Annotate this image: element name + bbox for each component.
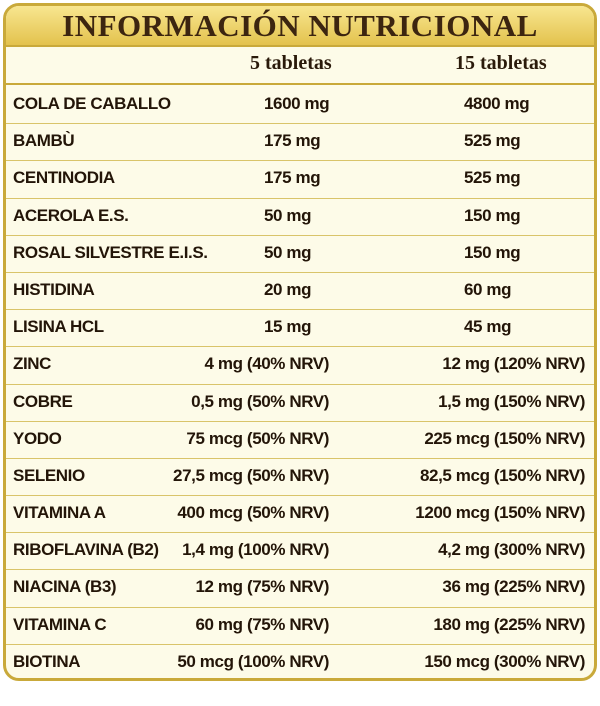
amount-5-tabletas: 50 mcg (100% NRV): [177, 651, 329, 671]
amount-15-tabletas: 180 mg (225% NRV): [433, 614, 585, 634]
nutrient-name: VITAMINA C: [13, 614, 107, 634]
table-row: SELENIO 27,5 mcg (50% NRV) 82,5 mcg (150% …: [6, 459, 594, 497]
table-title: INFORMACIÓN NUTRICIONAL: [62, 8, 538, 43]
table-row: VITAMINA C 60 mg (75% NRV) 180 mg (225% NR…: [6, 608, 594, 645]
amount-5-tabletas: 20 mg: [264, 279, 312, 299]
nutrient-name: CENTINODIA: [13, 168, 115, 188]
nutrient-name: HISTIDINA: [13, 279, 95, 299]
nutrient-name: COBRE: [13, 391, 73, 411]
table-row: ACEROLA E.S. 50 mg 150 mg: [6, 199, 594, 236]
nutrient-name: BIOTINA: [13, 651, 81, 671]
amount-15-tabletas: 1200 mcg (150% NRV): [415, 503, 585, 523]
table-row: CENTINODIA 175 mg 525 mg: [6, 161, 594, 199]
amount-15-tabletas: 1,5 mg (150% NRV): [438, 391, 585, 411]
table-row: BIOTINA 50 mcg (100% NRV) 150 mcg (300% NR…: [6, 645, 594, 678]
amount-5-tabletas: 75 mcg (50% NRV): [186, 428, 329, 448]
nutrient-name: YODO: [13, 428, 62, 448]
amount-15-tabletas: 82,5 mcg (150% NRV): [420, 465, 585, 485]
nutrient-name: VITAMINA A: [13, 503, 106, 523]
table-row: RIBOFLAVINA (B2) 1,4 mg (100% NRV) 4,2 mg …: [6, 533, 594, 571]
amount-15-tabletas: 4800 mg: [464, 94, 530, 113]
amount-15-tabletas: 36 mg (225% NRV): [442, 577, 585, 597]
amount-15-tabletas: 60 mg: [464, 279, 512, 299]
amount-15-tabletas: 525 mg: [464, 131, 521, 151]
amount-5-tabletas: 15 mg: [264, 317, 312, 337]
amount-5-tabletas: 175 mg: [264, 131, 321, 151]
table-row: COLA DE CABALLO 1600 mg 4800 mg: [6, 87, 594, 125]
column-header-row: 5 tabletas 15 tabletas: [6, 47, 594, 85]
nutrient-name: SELENIO: [13, 465, 85, 485]
amount-5-tabletas: 50 mg: [264, 205, 312, 225]
nutrient-name: ROSAL SILVESTRE E.I.S.: [13, 242, 208, 262]
amount-15-tabletas: 225 mcg (150% NRV): [424, 428, 585, 448]
nutrient-name: ACEROLA E.S.: [13, 205, 129, 225]
amount-15-tabletas: 45 mg: [464, 317, 512, 337]
table-row: YODO 75 mcg (50% NRV) 225 mcg (150% NRV): [6, 422, 594, 459]
amount-5-tabletas: 12 mg (75% NRV): [195, 577, 329, 597]
amount-5-tabletas: 400 mcg (50% NRV): [177, 503, 329, 523]
table-row: LISINA HCL 15 mg 45 mg: [6, 310, 594, 348]
table-row: ZINC 4 mg (40% NRV) 12 mg (120% NRV): [6, 347, 594, 385]
nutrient-name: BAMBÙ: [13, 131, 75, 151]
nutrient-name: RIBOFLAVINA (B2): [13, 540, 159, 560]
nutrient-name: COLA DE CABALLO: [13, 94, 171, 113]
amount-5-tabletas: 1600 mg: [264, 94, 330, 113]
amount-5-tabletas: 1,4 mg (100% NRV): [182, 540, 329, 560]
amount-15-tabletas: 150 mg: [464, 205, 521, 225]
nutrient-rows: COLA DE CABALLO 1600 mg 4800 mg BAMBÙ 175 mg…: [6, 87, 594, 678]
amount-15-tabletas: 525 mg: [464, 168, 521, 188]
amount-5-tabletas: 27,5 mcg (50% NRV): [173, 465, 329, 485]
column-header-15-tabletas: 15 tabletas: [455, 52, 547, 74]
amount-5-tabletas: 4 mg (40% NRV): [204, 354, 330, 374]
table-row: ROSAL SILVESTRE E.I.S. 50 mg 150 mg: [6, 236, 594, 273]
table-row: COBRE 0,5 mg (50% NRV) 1,5 mg (150% NRV): [6, 385, 594, 422]
nutrient-name: ZINC: [13, 354, 52, 374]
table-row: VITAMINA A 400 mcg (50% NRV) 1200 mcg (150…: [6, 496, 594, 534]
amount-5-tabletas: 50 mg: [264, 242, 312, 262]
amount-5-tabletas: 60 mg (75% NRV): [195, 614, 329, 634]
nutrient-name: LISINA HCL: [13, 317, 104, 337]
amount-15-tabletas: 150 mg: [464, 242, 521, 262]
column-header-5-tabletas: 5 tabletas: [250, 52, 332, 74]
table-row: NIACINA (B3) 12 mg (75% NRV) 36 mg (225% N…: [6, 570, 594, 608]
amount-5-tabletas: 0,5 mg (50% NRV): [191, 391, 329, 411]
amount-15-tabletas: 4,2 mg (300% NRV): [438, 540, 585, 560]
nutrition-panel: INFORMACIÓN NUTRICIONAL 5 tabletas 15 ta…: [3, 3, 597, 681]
amount-15-tabletas: 150 mcg (300% NRV): [424, 651, 585, 671]
title-band: INFORMACIÓN NUTRICIONAL: [6, 6, 594, 47]
table-row: HISTIDINA 20 mg 60 mg: [6, 273, 594, 311]
nutrient-name: NIACINA (B3): [13, 577, 117, 597]
amount-15-tabletas: 12 mg (120% NRV): [442, 354, 585, 374]
table-row: BAMBÙ 175 mg 525 mg: [6, 124, 594, 162]
amount-5-tabletas: 175 mg: [264, 168, 321, 188]
